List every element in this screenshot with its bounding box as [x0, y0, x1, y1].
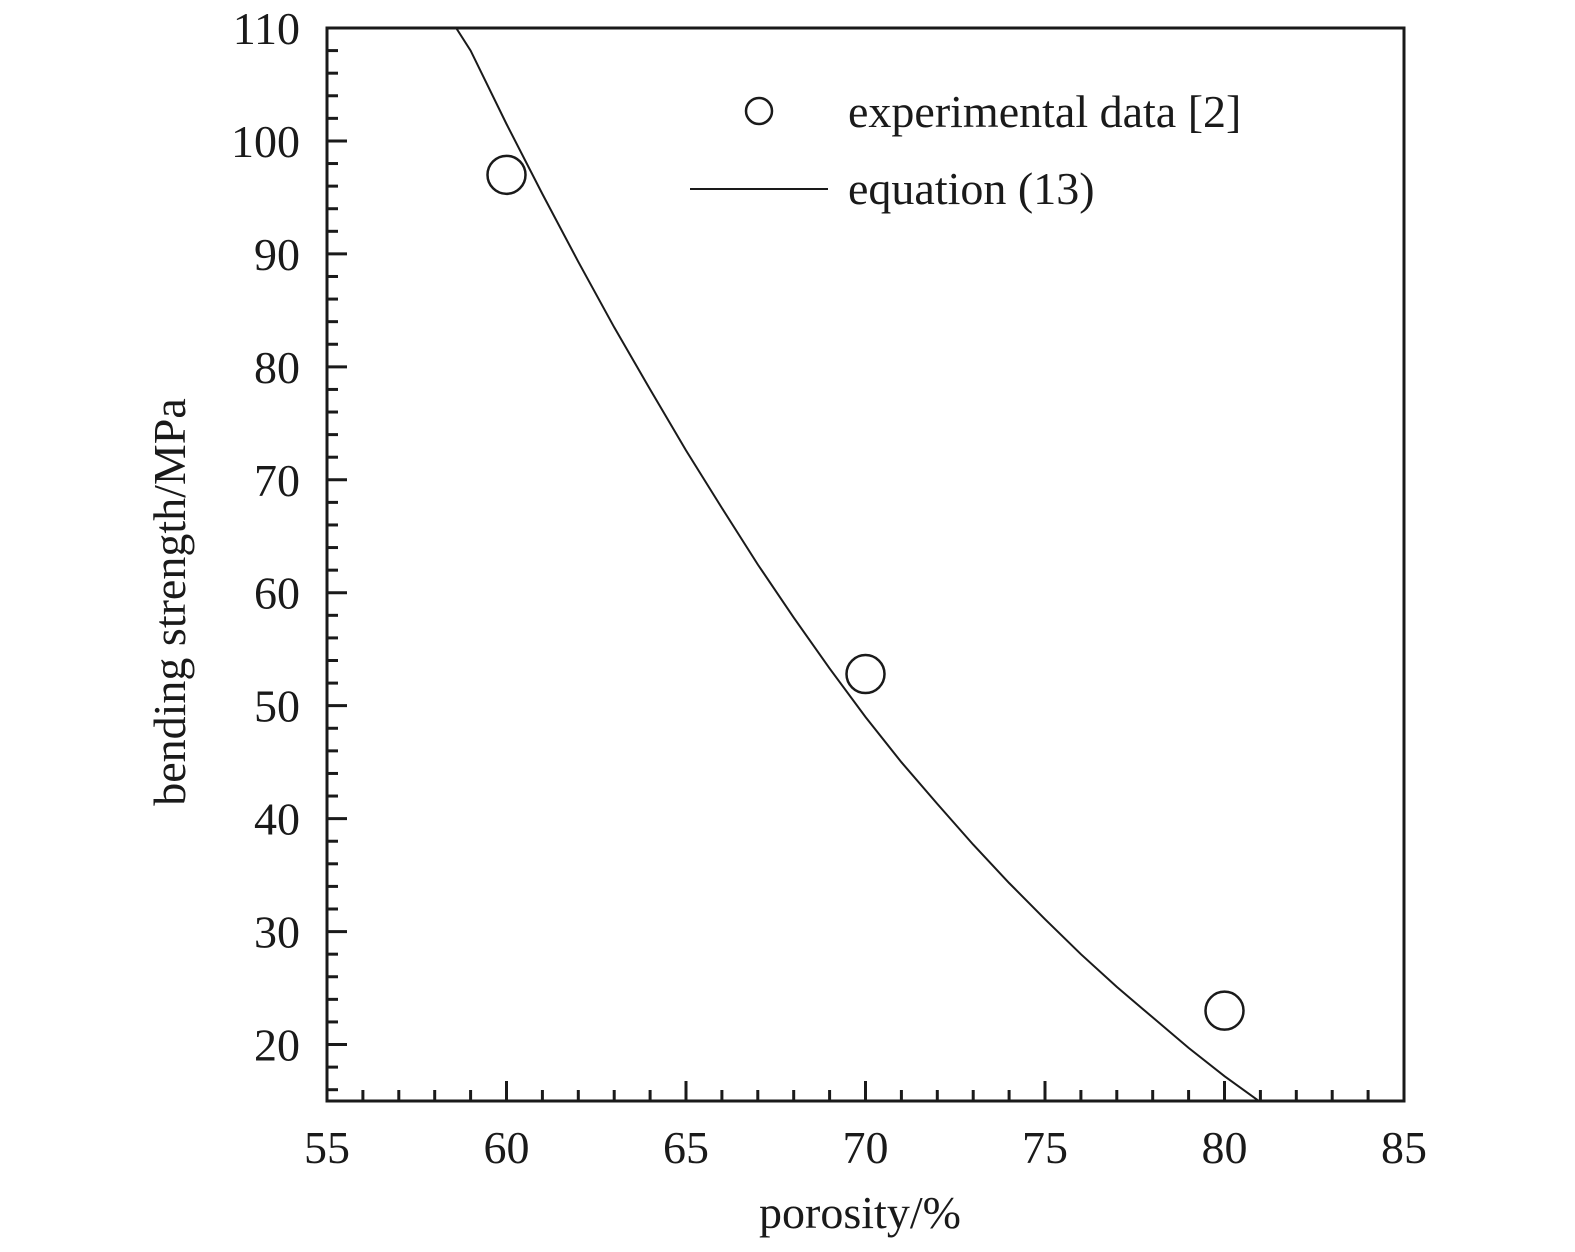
- x-axis-tick-labels: 55 60 65 70 75 80 85: [304, 1122, 1427, 1173]
- y-tick-label: 50: [254, 681, 300, 732]
- y-tick-label: 80: [254, 342, 300, 393]
- y-tick-label: 70: [254, 455, 300, 506]
- y-tick-label: 90: [254, 229, 300, 280]
- y-axis-label: bending strength/MPa: [144, 398, 195, 806]
- x-tick-label: 60: [484, 1122, 530, 1173]
- equation-curve: [454, 28, 1261, 1101]
- y-tick-label: 110: [233, 3, 300, 54]
- y-axis-tick-labels: 20 30 40 50 60 70 80 90 100 110: [231, 3, 300, 1071]
- legend-entry-equation: equation (13): [848, 163, 1095, 214]
- legend-marker-circle: [744, 96, 774, 126]
- x-axis-ticks: [325, 1081, 1406, 1101]
- y-tick-label: 40: [254, 794, 300, 845]
- legend-entry-experimental: experimental data [2]: [848, 86, 1241, 137]
- x-tick-label: 65: [663, 1122, 709, 1173]
- y-tick-label: 100: [231, 116, 300, 167]
- experimental-points-layer: [486, 154, 1245, 1031]
- x-tick-label: 70: [843, 1122, 889, 1173]
- x-axis-label: porosity/%: [759, 1187, 961, 1238]
- experimental-point: [1204, 990, 1245, 1031]
- equation-curve-layer: [454, 28, 1261, 1101]
- y-tick-label: 20: [254, 1020, 300, 1071]
- experimental-point: [486, 154, 527, 196]
- y-tick-label: 60: [254, 568, 300, 619]
- y-tick-label: 30: [254, 907, 300, 958]
- x-tick-label: 85: [1381, 1122, 1427, 1173]
- experimental-point: [845, 653, 886, 695]
- x-tick-label: 75: [1022, 1122, 1068, 1173]
- y-axis-ticks: [327, 26, 347, 1092]
- x-tick-label: 80: [1202, 1122, 1248, 1173]
- legend: experimental data [2] equation (13): [690, 86, 1241, 214]
- x-tick-label: 55: [304, 1122, 350, 1173]
